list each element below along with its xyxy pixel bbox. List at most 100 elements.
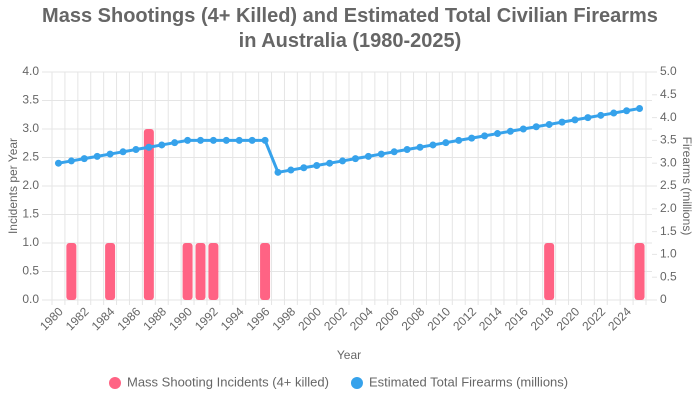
- legend-marker: [109, 377, 121, 389]
- bar: [208, 243, 219, 300]
- point: [119, 148, 127, 156]
- x-tick-label: 2006: [373, 304, 402, 333]
- point: [222, 136, 230, 144]
- x-tick-label: 1998: [269, 304, 298, 333]
- chart-title: Mass Shootings (4+ Killed) and Estimated…: [42, 5, 658, 52]
- point: [351, 155, 359, 163]
- x-tick-label: 2010: [424, 304, 453, 333]
- point: [636, 104, 644, 112]
- point: [506, 127, 514, 135]
- y2-tick-label: 2.0: [660, 201, 677, 215]
- y2-tick-label: 0: [660, 292, 667, 306]
- point: [197, 136, 204, 144]
- point: [468, 134, 476, 142]
- point: [494, 130, 501, 138]
- point: [145, 143, 153, 151]
- x-tick-label: 1994: [218, 304, 247, 333]
- point: [532, 123, 540, 131]
- point: [377, 150, 385, 158]
- x-tick-label: 2008: [399, 304, 428, 333]
- y2-tick-label: 2.5: [660, 178, 677, 192]
- point: [390, 148, 398, 156]
- point: [571, 116, 579, 124]
- y2-tick-label: 3.5: [660, 133, 677, 147]
- bar: [182, 243, 193, 300]
- point: [545, 120, 553, 128]
- point: [429, 141, 437, 149]
- x-tick-label: 2000: [295, 304, 324, 333]
- x-tick-label: 1996: [244, 304, 273, 333]
- bar: [634, 243, 645, 300]
- x-tick-label: 1986: [115, 304, 144, 333]
- point: [171, 139, 179, 147]
- x-tick-label: 1980: [37, 304, 66, 333]
- y-axis-title: Incidents per Year: [6, 138, 20, 234]
- point: [584, 114, 592, 122]
- point: [455, 136, 463, 144]
- point: [248, 136, 256, 144]
- y-tick-label: 1.0: [22, 235, 39, 249]
- x-tick-label: 2018: [528, 304, 557, 333]
- line: [58, 107, 640, 175]
- y-tick-label: 2.5: [22, 150, 39, 164]
- point: [274, 168, 282, 176]
- point: [403, 146, 411, 154]
- x-tick-label: 1984: [89, 304, 118, 333]
- point: [597, 111, 605, 119]
- legend-marker: [350, 377, 363, 389]
- bar: [143, 129, 154, 300]
- y-tick-label: 3.0: [22, 121, 39, 135]
- y-tick-label: 4.0: [22, 64, 39, 78]
- point: [313, 161, 321, 169]
- point: [287, 166, 295, 174]
- y2-tick-label: 4.5: [660, 87, 677, 101]
- point: [261, 136, 269, 144]
- x-tick-label: 2016: [502, 304, 531, 333]
- y2-tick-label: 1.5: [660, 224, 677, 238]
- point: [442, 139, 450, 147]
- y-tick-label: 3.5: [22, 93, 39, 107]
- point: [80, 155, 88, 163]
- x-tick-label: 2024: [605, 304, 634, 333]
- point: [416, 143, 424, 151]
- y-tick-label: 1.5: [22, 207, 39, 221]
- point: [558, 118, 566, 126]
- point: [610, 109, 618, 117]
- point: [481, 132, 489, 140]
- point: [158, 141, 166, 149]
- bar: [105, 243, 116, 300]
- bar: [66, 243, 77, 300]
- x-axis-title: Year: [337, 348, 361, 362]
- bar: [544, 243, 555, 300]
- legend-label: Mass Shooting Incidents (4+ killed): [127, 374, 329, 389]
- point: [235, 136, 243, 144]
- point: [54, 159, 62, 167]
- y-tick-label: 0.0: [22, 292, 39, 306]
- point: [106, 150, 114, 158]
- point: [67, 157, 75, 165]
- point: [93, 152, 101, 160]
- point: [209, 136, 217, 144]
- point: [364, 152, 372, 160]
- bar: [195, 243, 206, 300]
- point: [519, 125, 527, 133]
- y-tick-label: 2.0: [22, 178, 39, 192]
- legend-label: Estimated Total Firearms (millions): [369, 374, 568, 389]
- x-tick-label: 1982: [63, 304, 92, 333]
- point: [300, 164, 308, 172]
- x-tick-label: 2012: [450, 304, 479, 333]
- point: [184, 136, 192, 144]
- y2-tick-label: 0.5: [660, 269, 677, 283]
- x-tick-label: 1988: [140, 304, 169, 333]
- x-tick-label: 1992: [192, 304, 221, 333]
- x-tick-label: 2002: [321, 304, 350, 333]
- y2-tick-label: 3.0: [660, 155, 677, 169]
- x-tick-label: 2022: [579, 304, 608, 333]
- point: [132, 146, 140, 154]
- y2-axis-title: Firearms (millions): [680, 137, 694, 236]
- y2-tick-label: 4.0: [660, 110, 677, 124]
- y2-tick-label: 1.0: [660, 247, 677, 261]
- x-tick-label: 2004: [347, 304, 376, 333]
